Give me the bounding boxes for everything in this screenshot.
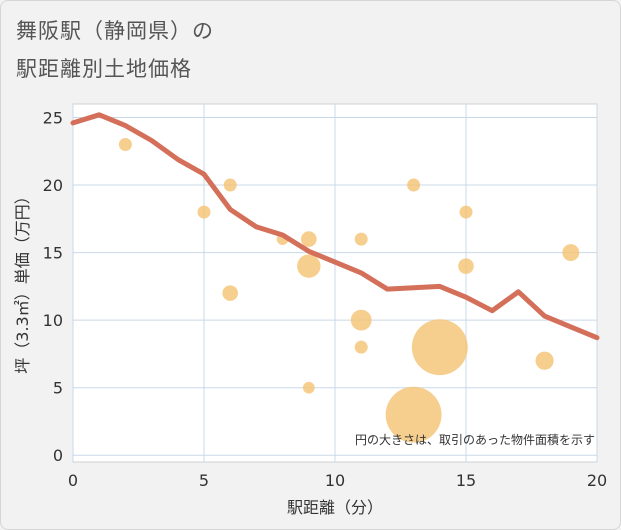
y-tick-label: 20	[43, 176, 63, 195]
chart-title-line1: 舞阪駅（静岡県）の	[16, 19, 214, 43]
data-point	[411, 319, 468, 376]
y-tick-label: 25	[43, 109, 63, 128]
data-point	[223, 178, 237, 192]
data-point	[301, 231, 317, 247]
y-tick-label: 15	[43, 244, 63, 263]
data-point	[535, 351, 554, 370]
data-point	[297, 254, 321, 278]
y-tick-label: 10	[43, 311, 63, 330]
data-point	[197, 205, 211, 219]
average-line-series	[70, 112, 600, 341]
x-tick-label: 20	[587, 471, 607, 490]
data-point	[354, 232, 368, 246]
bubble-series	[118, 138, 580, 443]
y-tick-label: 0	[53, 446, 63, 465]
data-point	[459, 205, 473, 219]
data-point	[385, 386, 442, 443]
x-tick-label: 0	[68, 471, 78, 490]
y-axis-label: 坪（3.3㎡）単価（万円）	[13, 188, 32, 373]
y-tick-label: 5	[53, 379, 63, 398]
average-line	[70, 112, 600, 341]
data-point	[118, 138, 132, 152]
data-point	[354, 340, 368, 354]
data-point	[458, 258, 474, 274]
grid-lines	[72, 104, 598, 462]
data-point	[407, 178, 421, 192]
y-axis-ticks: 0 5 10 15 20 25	[43, 109, 63, 466]
data-point	[562, 244, 580, 262]
x-tick-label: 15	[456, 471, 476, 490]
x-tick-label: 10	[325, 471, 345, 490]
x-axis-ticks: 0 5 10 15 20	[68, 471, 607, 490]
data-point	[222, 285, 238, 301]
bubble-size-note: 円の大きさは、取引のあった物件面積を示す	[355, 432, 595, 447]
x-axis-label: 駅距離（分）	[287, 498, 383, 517]
data-point	[350, 309, 372, 331]
chart-title-line2: 駅距離別土地価格	[16, 57, 192, 81]
x-tick-label: 5	[199, 471, 209, 490]
data-point	[302, 381, 315, 394]
